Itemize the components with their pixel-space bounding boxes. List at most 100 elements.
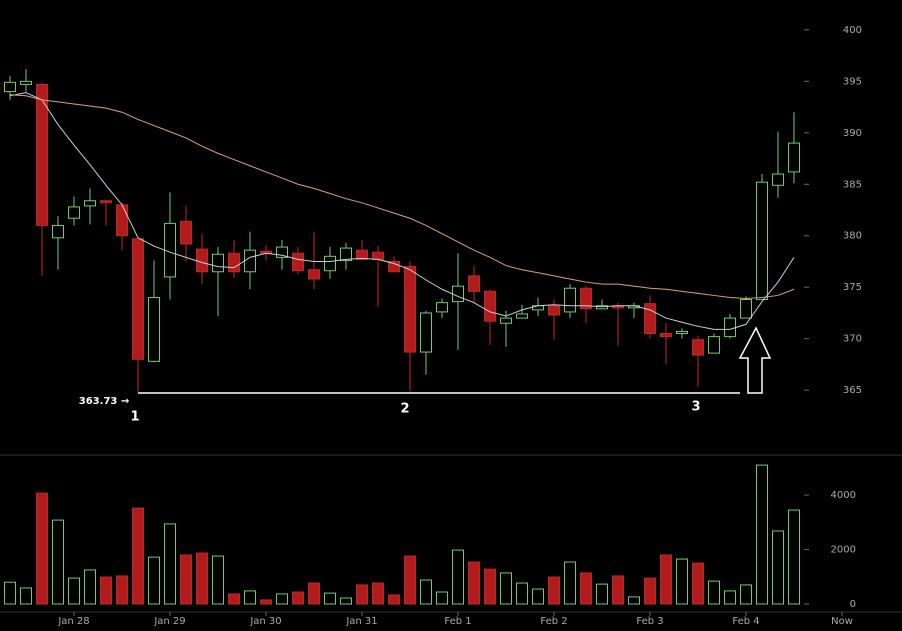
candle-body: [548, 305, 560, 316]
y-tick-label: 395: [843, 76, 862, 87]
candle-body: [132, 238, 144, 360]
candle-body: [180, 220, 192, 245]
candle-body: [436, 302, 448, 313]
volume-bar: [724, 590, 736, 605]
annotation: 2: [400, 402, 409, 417]
volume-bar: [132, 507, 144, 605]
candle-body: [516, 313, 528, 319]
moving-average: [9, 94, 795, 300]
x-tick-label: Now: [831, 616, 853, 627]
candle-body: [676, 330, 688, 335]
candle-body: [756, 181, 768, 301]
candle-body: [596, 305, 608, 310]
candle-body: [484, 290, 496, 322]
candle-body: [36, 83, 48, 226]
x-tick-label: Jan 31: [345, 616, 377, 627]
volume-bar: [500, 572, 512, 605]
candle-body: [340, 247, 352, 261]
volume-bar: [756, 464, 768, 605]
volume-bar: [148, 556, 160, 605]
y-tick-label: 0: [850, 599, 856, 610]
volume-bar: [100, 576, 112, 605]
x-tick-label: Jan 28: [57, 616, 89, 627]
candle-body: [660, 333, 672, 338]
volume-bar: [196, 552, 208, 605]
candle-body: [580, 287, 592, 310]
volume-bar: [676, 558, 688, 605]
candle-body: [772, 173, 784, 186]
candle-body: [420, 312, 432, 353]
x-tick-label: Feb 2: [540, 616, 567, 627]
volume-bar: [436, 591, 448, 605]
candle-body: [452, 285, 464, 303]
candle-body: [740, 299, 752, 319]
volume-bar: [372, 582, 384, 605]
volume-bar: [548, 576, 560, 605]
up-arrow: [738, 326, 772, 394]
x-tick-label: Feb 4: [732, 616, 759, 627]
volume-bar: [324, 592, 336, 605]
volume-bar: [644, 577, 656, 605]
y-tick-label: 4000: [831, 490, 856, 501]
candle-body: [212, 253, 224, 273]
volume-bar: [596, 583, 608, 605]
volume-bar: [228, 593, 240, 605]
candle-body: [788, 142, 800, 173]
volume-bar: [452, 549, 464, 605]
candle-body: [564, 287, 576, 313]
volume-bar: [52, 519, 64, 605]
volume-bar: [772, 530, 784, 605]
volume-bar: [788, 509, 800, 605]
candle-body: [228, 252, 240, 273]
volume-bar: [532, 588, 544, 605]
volume-bar: [116, 575, 128, 605]
volume-bar: [308, 582, 320, 605]
volume-bar: [708, 580, 720, 605]
y-tick-label: 385: [843, 179, 862, 190]
candle-body: [468, 275, 480, 292]
y-tick-label: 380: [843, 231, 862, 242]
y-tick-label: 365: [843, 385, 862, 396]
candle-body: [52, 224, 64, 239]
volume-bar: [212, 555, 224, 605]
x-tick-label: Feb 1: [444, 616, 471, 627]
moving-average: [9, 92, 795, 330]
volume-bar: [692, 562, 704, 605]
volume-bar: [468, 561, 480, 605]
y-tick-label: 2000: [831, 545, 856, 556]
candle-body: [4, 81, 16, 93]
candle-body: [724, 317, 736, 338]
candle-body: [356, 249, 368, 260]
volume-bar: [564, 561, 576, 605]
candle-body: [196, 248, 208, 273]
y-tick-label: 390: [843, 128, 862, 139]
volume-bar: [420, 579, 432, 605]
candle-body: [116, 204, 128, 237]
candle-body: [708, 336, 720, 354]
volume-bar: [244, 590, 256, 605]
volume-bar: [580, 572, 592, 605]
candle-body: [292, 252, 304, 272]
candle-body: [244, 249, 256, 273]
candle-body: [388, 260, 400, 273]
candle-body: [68, 206, 80, 219]
volume-bar: [260, 599, 272, 605]
volume-bar: [68, 577, 80, 605]
candle-body: [148, 297, 160, 362]
candle-body: [164, 222, 176, 278]
candle-body: [84, 200, 96, 207]
volume-bar: [404, 555, 416, 605]
volume-bar: [340, 597, 352, 605]
x-tick-label: Jan 30: [249, 616, 281, 627]
y-tick-label: 375: [843, 282, 862, 293]
volume-bar: [388, 594, 400, 605]
candle-body: [372, 251, 384, 260]
volume-bar: [612, 575, 624, 605]
x-tick-label: Jan 29: [153, 616, 185, 627]
annotation: 3: [691, 400, 700, 415]
candle-body: [100, 200, 112, 204]
volume-bar: [292, 591, 304, 605]
annotation: 1: [130, 410, 139, 425]
candle-body: [692, 339, 704, 356]
